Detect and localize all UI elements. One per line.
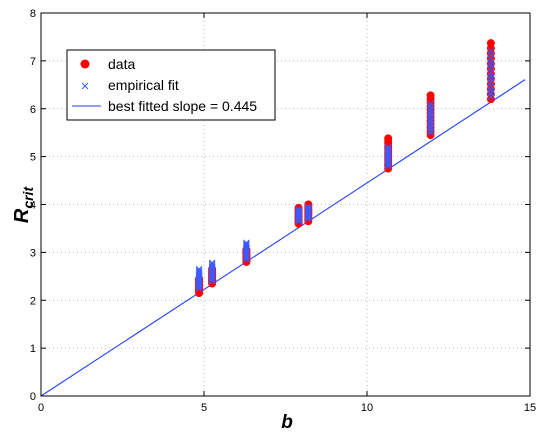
empirical-fit-point <box>487 47 495 55</box>
y-tick-label: 1 <box>30 343 36 355</box>
legend-data-marker <box>80 59 90 69</box>
x-tick-label: 0 <box>38 402 44 414</box>
legend-label-empirical-fit: empirical fit <box>108 77 179 93</box>
y-axis-label-main: R <box>11 208 33 223</box>
empirical-fit-point <box>295 207 302 215</box>
legend-label-data: data <box>108 56 135 72</box>
empirical-fit-point <box>384 146 392 154</box>
y-axis-label-group: Rcrit <box>11 186 36 224</box>
x-tick-label: 15 <box>524 402 536 414</box>
legend-box <box>66 49 276 121</box>
x-axis-label: b <box>281 412 293 433</box>
empirical-fit-point <box>243 242 250 249</box>
empirical-fit-point <box>304 206 312 214</box>
grid <box>41 13 530 396</box>
data-point <box>486 39 495 48</box>
x-tick-label: 10 <box>361 402 373 414</box>
fit-line-group <box>40 79 526 397</box>
empirical-fit-point <box>195 267 203 274</box>
empirical-fit-point <box>208 259 216 267</box>
empirical-fit-point <box>304 204 312 212</box>
y-tick-label: 7 <box>30 56 36 68</box>
empirical-fit-point <box>304 205 312 213</box>
empirical-fit-point <box>295 206 302 214</box>
legend-fit-marker <box>81 82 89 90</box>
legend: data empirical fit best fitted slope = 0… <box>66 49 276 121</box>
ticks: 0 5 10 15 0 1 2 3 4 5 6 7 8 <box>30 8 536 414</box>
empirical-fit-point <box>295 208 302 216</box>
y-axis-label: Rcrit <box>11 186 36 224</box>
empirical-fit-point <box>304 203 312 211</box>
empirical-fit-point <box>195 268 203 276</box>
empirical-fit-point <box>243 240 250 248</box>
y-tick-label: 8 <box>30 8 36 20</box>
x-tick-label: 5 <box>201 402 207 414</box>
y-tick-label: 2 <box>30 295 36 307</box>
empirical-fit-point <box>208 260 216 268</box>
empirical-fit-point <box>427 100 434 108</box>
empirical-fit-point <box>295 205 302 213</box>
y-tick-label: 3 <box>30 247 36 259</box>
empirical-fit-point <box>427 102 434 110</box>
y-tick-label: 5 <box>30 152 36 164</box>
y-tick-label: 4 <box>30 200 36 212</box>
best-fit-line <box>40 79 526 397</box>
empirical-fit-point <box>208 262 216 270</box>
empirical-fit-point <box>384 143 392 151</box>
y-axis-label-sub: crit <box>20 186 36 209</box>
y-tick-label: 0 <box>30 391 36 403</box>
data-point <box>384 134 393 143</box>
empirical-fit-point <box>195 265 203 273</box>
y-tick-label: 6 <box>30 104 36 116</box>
points <box>195 39 495 298</box>
legend-label-slope: best fitted slope = 0.445 <box>108 98 257 114</box>
empirical-fit-point <box>243 239 250 247</box>
empirical-fit-point <box>384 145 392 152</box>
data-point <box>426 91 435 100</box>
